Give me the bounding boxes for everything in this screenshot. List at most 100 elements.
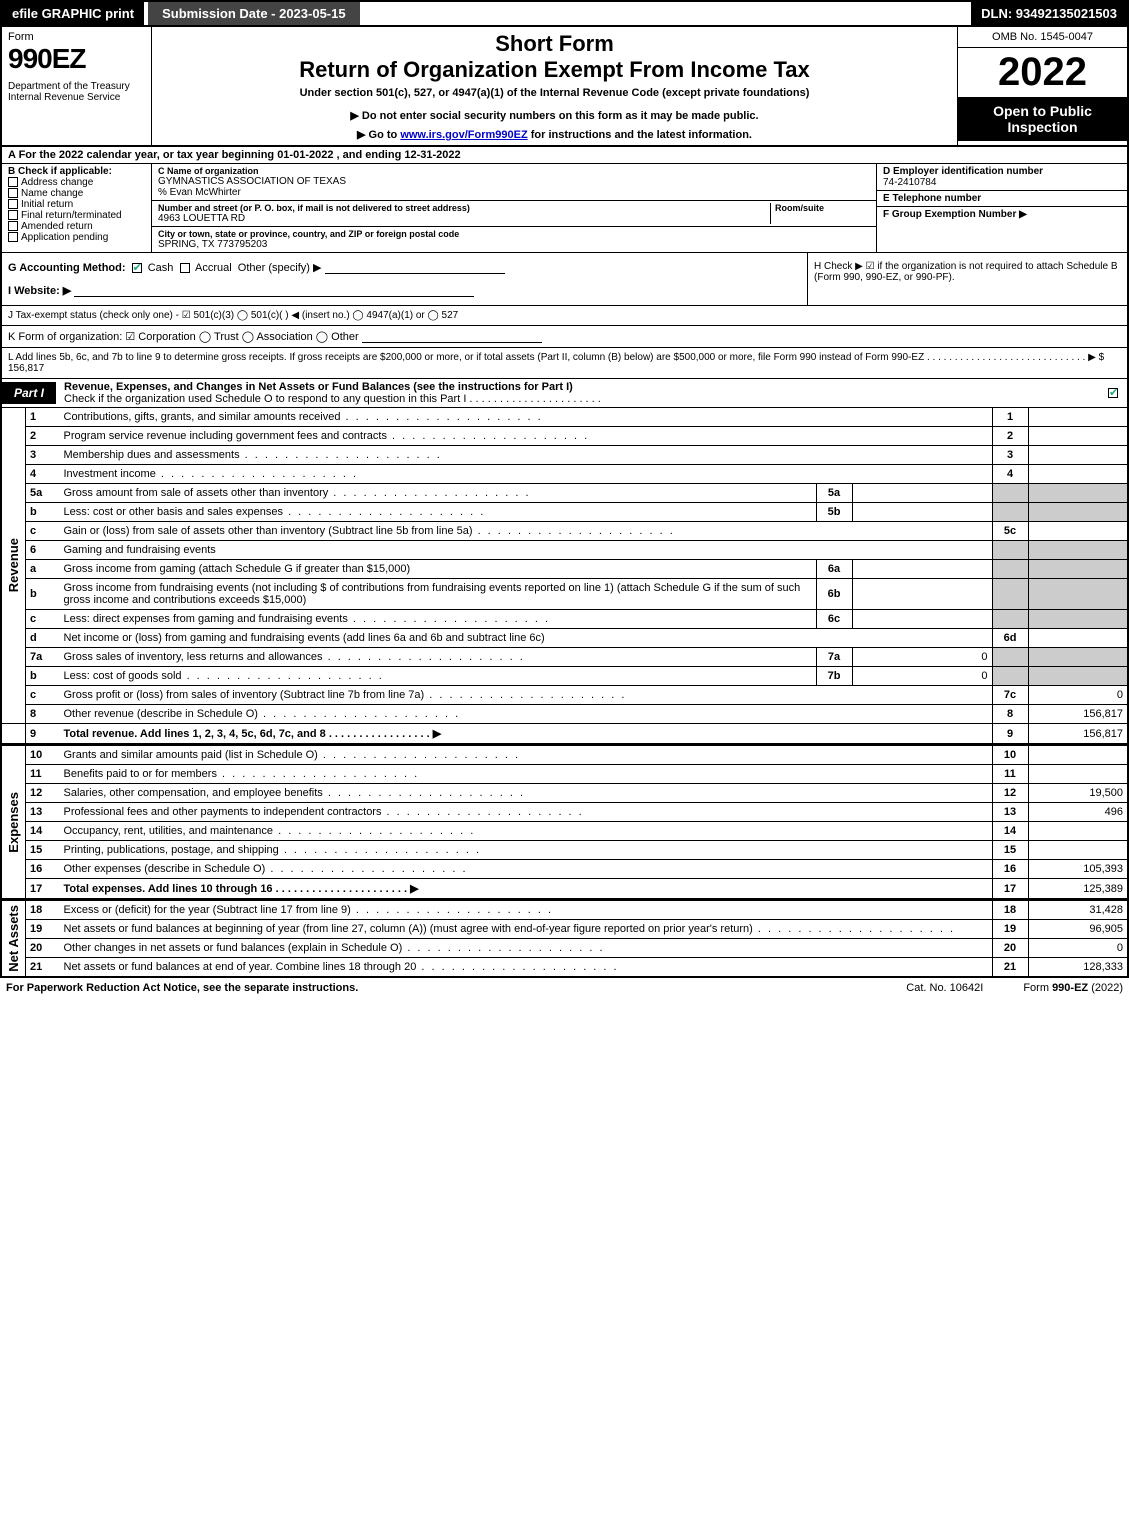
part-1-title-text: Revenue, Expenses, and Changes in Net As… (64, 381, 573, 393)
line-6d: d Net income or (loss) from gaming and f… (1, 629, 1128, 648)
ln11-rnum: 11 (992, 765, 1028, 784)
ln12-desc: Salaries, other compensation, and employ… (64, 787, 526, 799)
ln14-desc: Occupancy, rent, utilities, and maintena… (64, 825, 476, 837)
ln5c-desc: Gain or (loss) from sale of assets other… (64, 525, 675, 537)
ln12-num: 12 (26, 784, 60, 803)
cb-address-change[interactable]: Address change (8, 177, 145, 188)
line-12: 12 Salaries, other compensation, and emp… (1, 784, 1128, 803)
ln5c-val (1028, 522, 1128, 541)
c-street-label: Number and street (or P. O. box, if mail… (158, 203, 770, 213)
ln6a-inval (852, 560, 992, 579)
line-17: 17 Total expenses. Add lines 10 through … (1, 879, 1128, 899)
line-6b: b Gross income from fundraising events (… (1, 579, 1128, 610)
line-2: 2 Program service revenue including gove… (1, 427, 1128, 446)
ln19-val: 96,905 (1028, 920, 1128, 939)
ln7a-innum: 7a (816, 648, 852, 667)
part-1-title: Revenue, Expenses, and Changes in Net As… (56, 379, 1108, 407)
ln6b-innum: 6b (816, 579, 852, 610)
d-ein-sect: D Employer identification number 74-2410… (877, 164, 1127, 191)
form-header: Form 990EZ Department of the Treasury In… (0, 27, 1129, 147)
part-1-checkbox[interactable] (1108, 387, 1127, 399)
d-ein-label: D Employer identification number (883, 166, 1121, 177)
ln17-num: 17 (26, 879, 60, 899)
ln4-desc: Investment income (64, 468, 359, 480)
ln3-desc: Membership dues and assessments (64, 449, 442, 461)
line-8: 8 Other revenue (describe in Schedule O)… (1, 705, 1128, 724)
c-city-label: City or town, state or province, country… (158, 229, 870, 239)
expenses-table: Expenses 10 Grants and similar amounts p… (0, 744, 1129, 899)
ln7c-desc: Gross profit or (loss) from sales of inv… (64, 689, 627, 701)
cb-amended-return[interactable]: Amended return (8, 221, 145, 232)
cb-accrual[interactable] (180, 263, 190, 273)
ln9-rnum: 9 (992, 724, 1028, 744)
ln6c-innum: 6c (816, 610, 852, 629)
e-phone-sect: E Telephone number (877, 191, 1127, 207)
part-1-header: Part I Revenue, Expenses, and Changes in… (0, 379, 1129, 408)
ln7c-num: c (26, 686, 60, 705)
ln5c-rnum: 5c (992, 522, 1028, 541)
ln5a-num: 5a (26, 484, 60, 503)
cb-initial-return[interactable]: Initial return (8, 199, 145, 210)
c-name-label: C Name of organization (158, 166, 870, 176)
note2-pre: ▶ Go to (357, 129, 400, 141)
netassets-side-label: Net Assets (1, 900, 26, 977)
ln5c-num: c (26, 522, 60, 541)
cb-name-change[interactable]: Name change (8, 188, 145, 199)
ln17-desc: Total expenses. Add lines 10 through 16 … (64, 883, 419, 895)
ln6d-num: d (26, 629, 60, 648)
ln6b-num: b (26, 579, 60, 610)
ln7c-val: 0 (1028, 686, 1128, 705)
ln7b-rval (1028, 667, 1128, 686)
line-7a: 7a Gross sales of inventory, less return… (1, 648, 1128, 667)
ln3-rnum: 3 (992, 446, 1028, 465)
ln19-num: 19 (26, 920, 60, 939)
k-text: K Form of organization: ☑ Corporation ◯ … (8, 331, 359, 343)
irs-link[interactable]: www.irs.gov/Form990EZ (400, 129, 527, 141)
cb-cash[interactable] (132, 263, 142, 273)
ln5b-desc: Less: cost or other basis and sales expe… (64, 506, 486, 518)
ln6a-rval (1028, 560, 1128, 579)
ln5a-inval (852, 484, 992, 503)
note2-post: for instructions and the latest informat… (528, 129, 752, 141)
ln5a-innum: 5a (816, 484, 852, 503)
ln4-rnum: 4 (992, 465, 1028, 484)
ln5b-inval (852, 503, 992, 522)
cb-final-return[interactable]: Final return/terminated (8, 210, 145, 221)
cb-app-pending[interactable]: Application pending (8, 232, 145, 243)
ln5b-innum: 5b (816, 503, 852, 522)
f-group-sect: F Group Exemption Number ▶ (877, 207, 1127, 222)
ln6b-desc: Gross income from fundraising events (no… (60, 579, 817, 610)
ln21-val: 128,333 (1028, 958, 1128, 978)
row-a-tax-year: A For the 2022 calendar year, or tax yea… (0, 147, 1129, 164)
ln20-rnum: 20 (992, 939, 1028, 958)
row-k-org-form: K Form of organization: ☑ Corporation ◯ … (0, 326, 1129, 348)
ln7b-desc: Less: cost of goods sold (64, 670, 384, 682)
care-of: % Evan McWhirter (158, 187, 870, 198)
submission-date: Submission Date - 2023-05-15 (148, 2, 360, 25)
ln16-desc: Other expenses (describe in Schedule O) (64, 863, 468, 875)
ln7b-num: b (26, 667, 60, 686)
other-specify-input[interactable] (325, 262, 505, 274)
ln2-val (1028, 427, 1128, 446)
ln3-num: 3 (26, 446, 60, 465)
ln6-rval (1028, 541, 1128, 560)
website-input[interactable] (74, 285, 474, 297)
ln5a-rval (1028, 484, 1128, 503)
netassets-table: Net Assets 18 Excess or (deficit) for th… (0, 899, 1129, 978)
c-street-sect: Number and street (or P. O. box, if mail… (152, 201, 876, 227)
footer-right: Form 990-EZ (2022) (1023, 982, 1123, 994)
g-label: G Accounting Method: (8, 262, 126, 274)
ln8-num: 8 (26, 705, 60, 724)
revenue-side-label: Revenue (1, 408, 26, 724)
k-other-input[interactable] (362, 331, 542, 343)
col-b-checkboxes: B Check if applicable: Address change Na… (2, 164, 152, 252)
ln16-rnum: 16 (992, 860, 1028, 879)
ln10-desc: Grants and similar amounts paid (list in… (64, 749, 521, 761)
efile-print[interactable]: efile GRAPHIC print (2, 2, 144, 25)
ln5b-rnum (992, 503, 1028, 522)
city-state-zip: SPRING, TX 773795203 (158, 239, 870, 250)
revenue-table: Revenue 1 Contributions, gifts, grants, … (0, 408, 1129, 744)
line-4: 4 Investment income 4 (1, 465, 1128, 484)
ln18-val: 31,428 (1028, 900, 1128, 920)
col-c-name-address: C Name of organization GYMNASTICS ASSOCI… (152, 164, 877, 252)
